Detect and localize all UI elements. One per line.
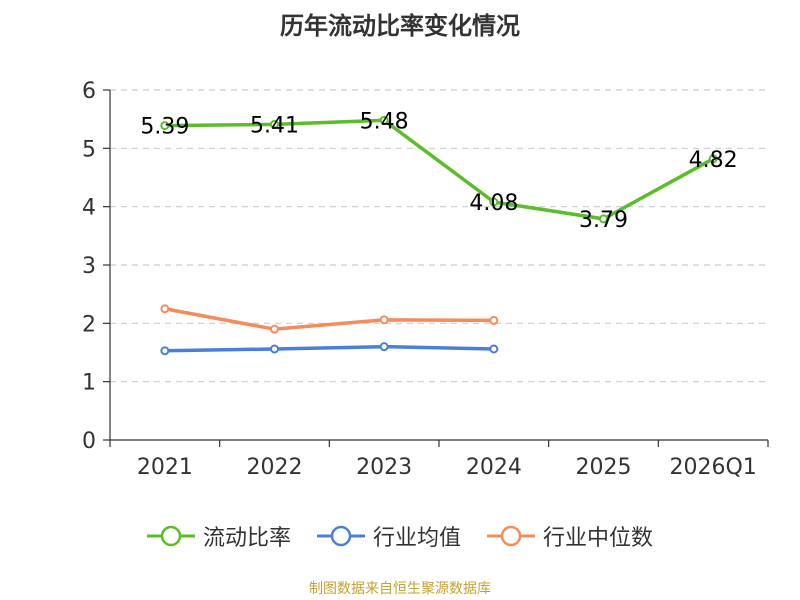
legend-label-industry-median: 行业中位数 [543, 526, 654, 551]
legend-marker-industry-median [487, 525, 535, 547]
x-tick-label-0: 2021 [137, 455, 193, 480]
series-line-1 [164, 344, 494, 353]
point-s1-0 [160, 346, 170, 356]
legend: 流动比率 行业均值 行业中位数 [0, 520, 800, 552]
series-line-2 [164, 307, 494, 331]
legend-item-current-ratio[interactable]: 流动比率 [146, 520, 291, 552]
y-tick-label-0: 0 [82, 429, 96, 454]
label-layer: 5.39 5.41 5.48 4.08 3.79 4.82 [140, 109, 737, 233]
point-s1-2 [379, 342, 389, 352]
data-label-s0-4: 3.79 [579, 208, 628, 233]
x-tick-label-1: 2022 [247, 455, 303, 480]
legend-item-industry-median[interactable]: 行业中位数 [487, 520, 653, 552]
y-tick-label-3: 3 [82, 254, 96, 279]
x-tick-label-5: 2026Q1 [670, 455, 757, 480]
legend-item-industry-mean[interactable]: 行业均值 [316, 520, 461, 552]
y-tick-label-4: 4 [82, 196, 96, 221]
axis-layer: 0 1 2 3 4 5 6 2021 2022 2023 2024 2025 2026Q1 [82, 79, 769, 480]
chart-title: 历年流动比率变化情况 [280, 12, 520, 40]
data-label-s0-1: 5.41 [250, 113, 299, 138]
point-s2-2 [379, 315, 389, 325]
y-tick-label-5: 5 [82, 137, 96, 162]
legend-marker-industry-mean [316, 525, 365, 547]
data-label-s0-2: 5.48 [360, 109, 409, 134]
legend-label-industry-mean: 行业均值 [372, 526, 461, 551]
y-tick-label-2: 2 [82, 312, 96, 337]
data-label-s0-5: 4.82 [689, 148, 738, 173]
grid-layer [110, 89, 768, 383]
x-tick-label-2: 2023 [356, 455, 412, 480]
point-s0-4 [599, 214, 608, 224]
series-line-0 [164, 118, 715, 221]
series-layer [160, 115, 718, 356]
point-s2-1 [270, 324, 279, 334]
point-s1-3 [489, 344, 499, 354]
point-s0-0 [160, 121, 170, 131]
y-tick-label-1: 1 [82, 371, 96, 396]
legend-marker-current-ratio [146, 525, 195, 547]
point-s1-1 [270, 344, 279, 354]
point-s0-3 [489, 197, 499, 207]
point-s2-0 [160, 304, 170, 314]
data-label-s0-0: 5.39 [140, 115, 189, 140]
y-tick-label-6: 6 [82, 79, 96, 104]
point-s2-3 [489, 315, 499, 325]
data-label-s0-3: 4.08 [469, 191, 518, 216]
source-footnote: 制图数据来自恒生聚源数据库 [309, 581, 491, 597]
point-s0-5 [708, 154, 718, 164]
point-s0-2 [379, 115, 389, 125]
legend-label-current-ratio: 流动比率 [202, 526, 291, 551]
x-tick-label-3: 2024 [466, 455, 522, 480]
x-tick-label-4: 2025 [576, 455, 632, 480]
point-s0-1 [270, 119, 279, 129]
